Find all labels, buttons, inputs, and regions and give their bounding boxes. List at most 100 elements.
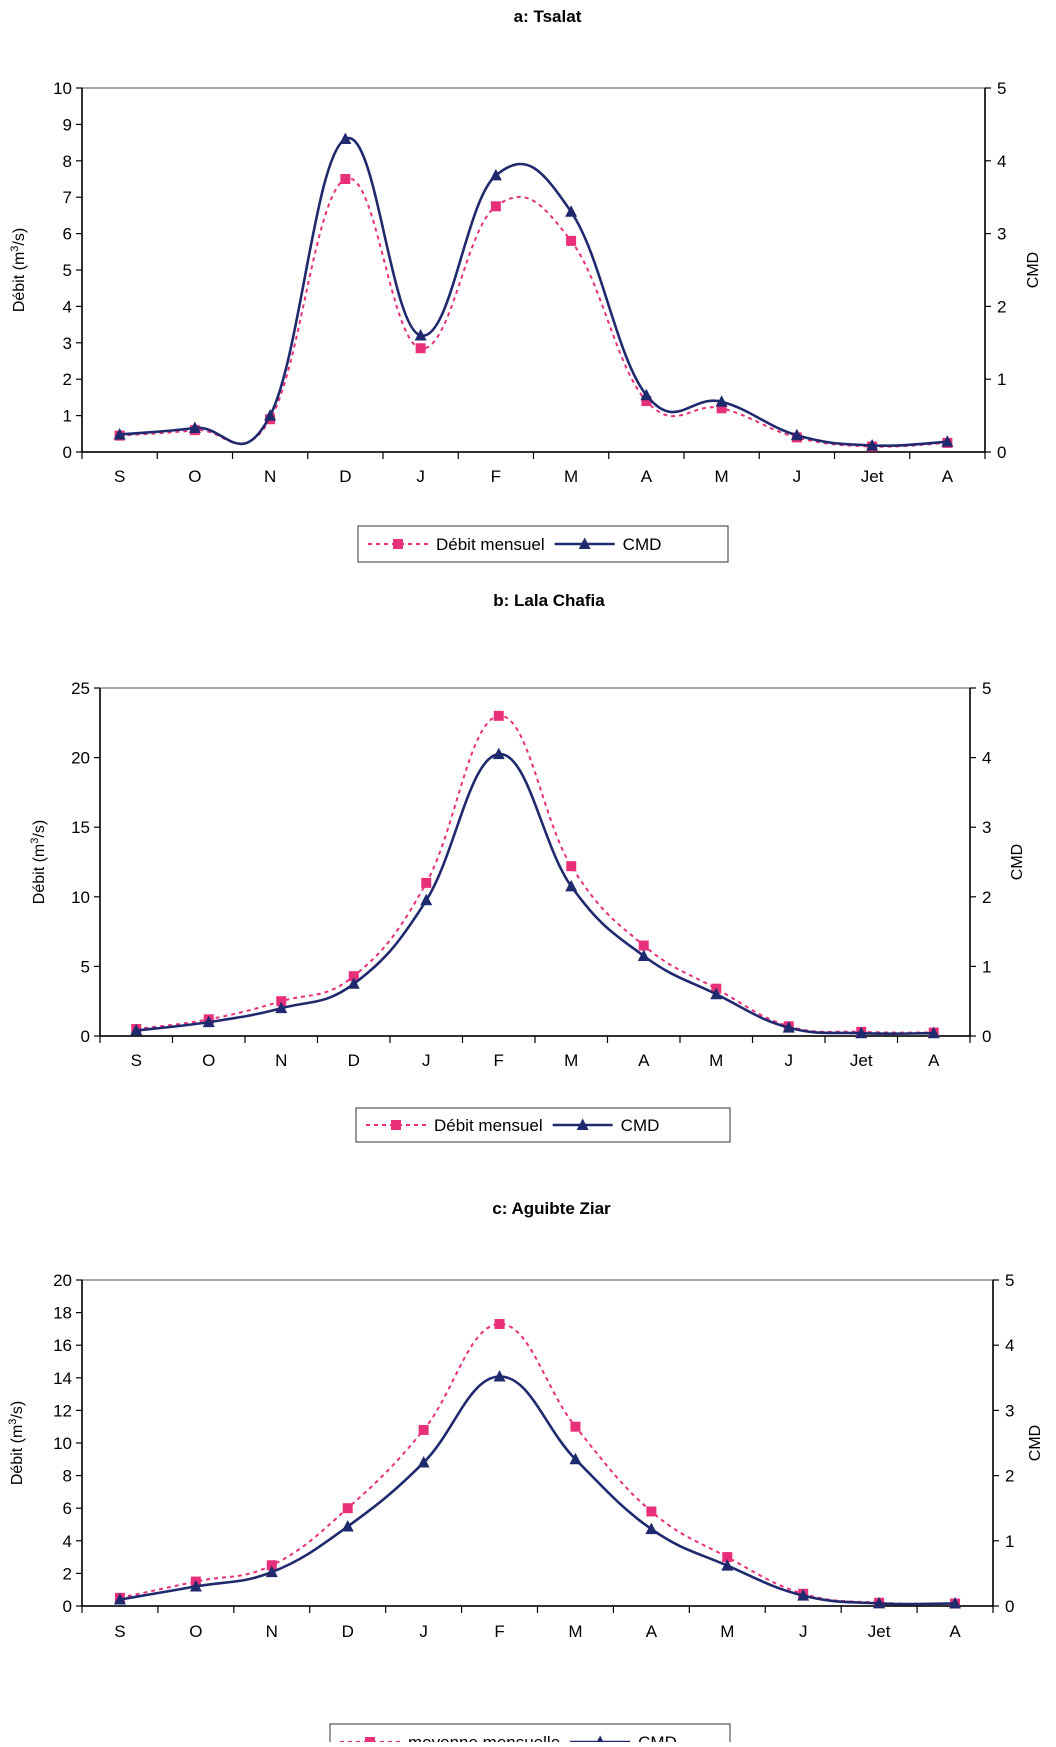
- data-point: [341, 1519, 354, 1532]
- y2-tick-label: 5: [982, 679, 991, 698]
- legend-label: Débit mensuel: [434, 1116, 543, 1135]
- legend-swatch-marker: [391, 1120, 401, 1130]
- y2-tick-label: 1: [982, 957, 991, 976]
- data-point: [275, 1001, 288, 1014]
- series-2: [130, 747, 940, 1039]
- data-point: [339, 132, 352, 144]
- data-point: [637, 949, 650, 961]
- data-point: [490, 201, 501, 212]
- x-tick-label: D: [342, 1622, 354, 1641]
- x-tick-label: M: [715, 467, 729, 486]
- x-tick-label: M: [564, 1051, 578, 1070]
- data-point: [641, 396, 652, 407]
- y-tick-label: 9: [63, 115, 72, 134]
- y-tick-label: 10: [53, 79, 72, 98]
- chart-title: a: Tsalat: [514, 7, 582, 26]
- legend-label: moyenne mensuelle: [408, 1733, 560, 1742]
- y-tick-label: 5: [81, 957, 90, 976]
- y2-tick-label: 0: [997, 443, 1006, 462]
- series-line: [119, 137, 948, 447]
- y2-tick-label: 0: [1005, 1597, 1014, 1616]
- data-point: [340, 174, 351, 184]
- data-point: [421, 877, 432, 888]
- x-tick-label: N: [266, 1622, 278, 1641]
- x-tick-label: N: [264, 467, 276, 486]
- x-tick-label: N: [275, 1051, 287, 1070]
- legend-swatch-marker: [578, 537, 591, 549]
- data-point: [494, 1319, 505, 1330]
- data-point: [570, 1421, 581, 1432]
- legend: Débit mensuel CMD: [355, 1107, 731, 1143]
- data-point: [492, 747, 505, 760]
- y2-tick-label: 4: [982, 749, 991, 768]
- chart-title: b: Lala Chafia: [493, 591, 605, 610]
- data-point: [276, 996, 287, 1007]
- legend: Débit mensuel CMD: [357, 525, 729, 563]
- chart-2: b: Lala Chafia 0 5 10 15 20 25 0 1 2 3 4 5 S O N D J F M A M J…: [29, 591, 1026, 1143]
- series-2: [113, 1369, 962, 1609]
- data-point: [130, 1023, 143, 1036]
- data-point: [721, 1559, 734, 1571]
- x-tick-label: F: [491, 467, 501, 486]
- x-tick-label: J: [799, 1622, 808, 1641]
- data-point: [265, 1565, 278, 1578]
- chart-1: a: Tsalat 0 1 2 3 4 5 6 7 8 9 10 0 1 2 3 4 5 S O N D J F M A M J Jet…: [9, 7, 1042, 563]
- y-tick-label: 0: [63, 443, 72, 462]
- y2-tick-label: 2: [997, 297, 1006, 316]
- legend: moyenne mensuelle CMD: [329, 1723, 731, 1747]
- data-point: [489, 168, 502, 181]
- data-point: [113, 1592, 126, 1605]
- data-point: [949, 1596, 962, 1609]
- plot-area: [81, 1279, 994, 1607]
- series-line: [119, 177, 948, 448]
- x-tick-label: M: [720, 1622, 734, 1641]
- data-point: [417, 1456, 430, 1468]
- y2-tick-label: 2: [1005, 1467, 1014, 1486]
- plot-area: [99, 687, 971, 1037]
- data-point: [866, 438, 879, 451]
- data-point: [715, 395, 728, 407]
- data-point: [790, 428, 803, 441]
- series-1: [131, 710, 939, 1038]
- data-point: [645, 1522, 658, 1535]
- y-tick-label: 25: [71, 679, 90, 698]
- y2-tick-label: 1: [1005, 1532, 1014, 1551]
- legend-box: [355, 1107, 731, 1143]
- series-1: [114, 1319, 961, 1609]
- chart-title: c: Aguibte Ziar: [492, 1199, 611, 1218]
- data-point: [927, 1026, 940, 1039]
- data-point: [569, 1452, 582, 1465]
- data-point: [189, 1579, 202, 1592]
- y2-axis-label: CMD: [1025, 252, 1042, 288]
- data-point: [342, 1503, 353, 1514]
- x-tick-label: S: [114, 1622, 125, 1641]
- data-point: [493, 710, 504, 721]
- data-point: [415, 343, 426, 354]
- plot-area: [81, 87, 986, 453]
- y2-tick-label: 3: [1005, 1401, 1014, 1420]
- y-tick-label: 4: [63, 297, 72, 316]
- data-point: [565, 879, 578, 892]
- y-tick-label: 10: [53, 1434, 72, 1453]
- y2-tick-label: 5: [1005, 1271, 1014, 1290]
- series-2: [113, 132, 954, 451]
- x-tick-label: Jet: [850, 1051, 873, 1070]
- data-point: [797, 1589, 810, 1601]
- series-line: [136, 752, 934, 1035]
- data-point: [188, 421, 201, 433]
- x-tick-label: M: [568, 1622, 582, 1641]
- x-tick-label: O: [188, 467, 201, 486]
- series-line: [119, 1375, 956, 1606]
- series-line: [136, 714, 934, 1034]
- data-point: [566, 861, 577, 872]
- y2-tick-label: 3: [982, 818, 991, 837]
- data-point: [202, 1015, 215, 1028]
- y-tick-label: 7: [63, 188, 72, 207]
- x-tick-label: S: [114, 467, 125, 486]
- y-tick-label: 20: [53, 1271, 72, 1290]
- x-tick-label: F: [494, 1051, 504, 1070]
- data-point: [941, 435, 954, 447]
- y2-tick-label: 0: [982, 1027, 991, 1046]
- data-point: [113, 428, 126, 440]
